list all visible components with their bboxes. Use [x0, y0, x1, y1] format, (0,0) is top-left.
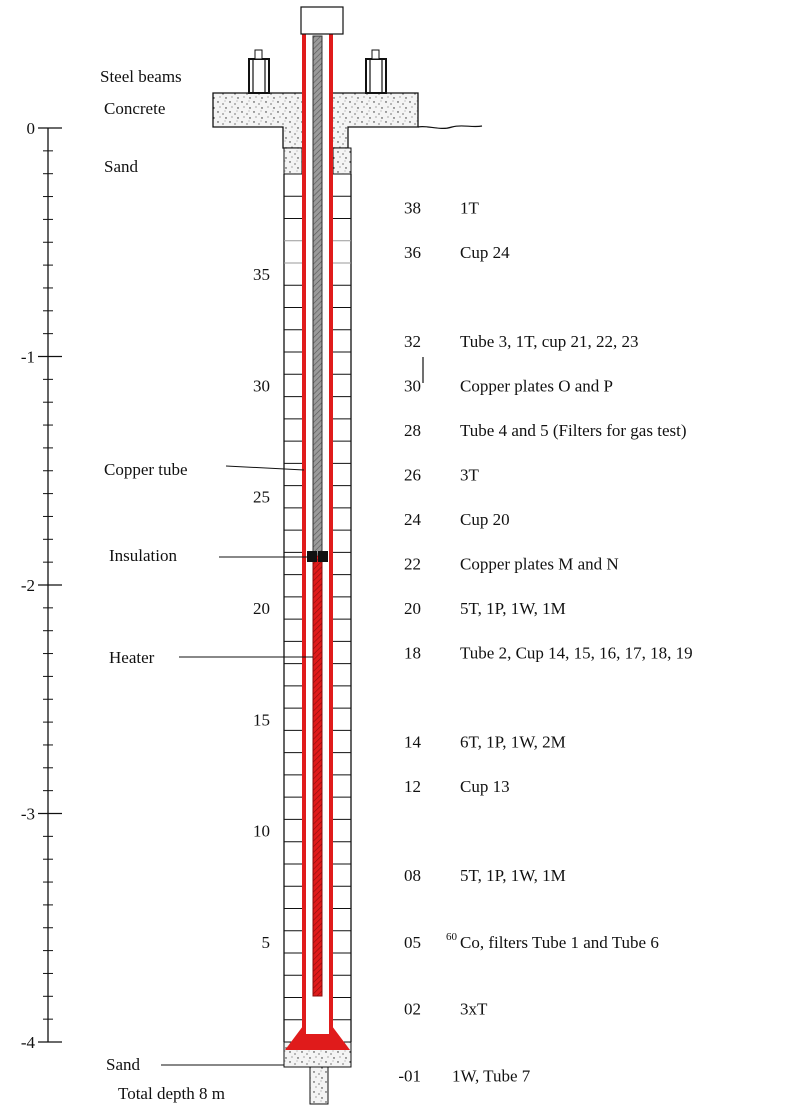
row-description: Tube 4 and 5 (Filters for gas test) [460, 421, 687, 440]
depth-scale-labels: 0 -1 -2 -3 -4 [21, 119, 36, 1052]
label-heater: Heater [109, 648, 155, 667]
row-description: Copper plates O and P [460, 376, 613, 395]
copper-tube [312, 35, 323, 557]
depth-scale: 0 -1 -2 -3 -4 [21, 119, 62, 1052]
block-numbers: 35 30 25 20 15 10 5 [253, 265, 270, 952]
row-block-number: 38 [404, 198, 421, 217]
row-block-number: 36 [404, 243, 421, 262]
row-block-number: 22 [404, 554, 421, 573]
row-block-number: 18 [404, 644, 421, 663]
row-block-number: 05 [404, 933, 421, 952]
row-description: Co, filters Tube 1 and Tube 6 [460, 933, 659, 952]
sand-top-left [283, 147, 303, 175]
row-block-number: 02 [404, 1000, 421, 1019]
heater-foot-right [332, 1026, 350, 1050]
block-number-label: 10 [253, 822, 270, 841]
row-block-number: -01 [398, 1066, 421, 1085]
borehole [283, 173, 352, 1043]
label-total-depth: Total depth 8 m [118, 1084, 225, 1103]
borehole-bottom-extension [309, 1066, 329, 1105]
row-description: 6T, 1P, 1W, 2M [460, 733, 566, 752]
block-number-label: 25 [253, 488, 270, 507]
bentonite-blocks [284, 173, 351, 1043]
label-concrete: Concrete [104, 99, 165, 118]
row-description: Cup 24 [460, 243, 510, 262]
scale-label: 0 [27, 119, 36, 138]
scale-label: -1 [21, 348, 35, 367]
label-copper-tube: Copper tube [104, 460, 188, 479]
scale-label: -4 [21, 1033, 36, 1052]
row-block-number: 32 [404, 332, 421, 351]
row-description: Tube 2, Cup 14, 15, 16, 17, 18, 19 [460, 644, 693, 663]
depth-scale-ticks [38, 127, 62, 1043]
label-sand-bottom: Sand [106, 1055, 141, 1074]
label-insulation: Insulation [109, 546, 177, 565]
row-description: 5T, 1P, 1W, 1M [460, 866, 566, 885]
instrument-table: 38 1T 36 Cup 24 32 Tube 3, 1T, cup 21, 22, 23… [398, 198, 692, 1085]
insulation-block-right [318, 551, 328, 562]
row-description: Cup 13 [460, 777, 510, 796]
row-block-number: 26 [404, 465, 421, 484]
row-description: 1T [460, 198, 480, 217]
row-description: 5T, 1P, 1W, 1M [460, 599, 566, 618]
leader-copper-tube [225, 465, 305, 471]
row-block-number: 12 [404, 777, 421, 796]
block-number-label: 30 [253, 376, 270, 395]
row-block-number: 20 [404, 599, 421, 618]
steel-beam-left [248, 49, 270, 94]
row-block-number: 08 [404, 866, 421, 885]
heater-top-box [300, 6, 344, 35]
row-block-number: 14 [404, 733, 422, 752]
row-description: 3T [460, 465, 480, 484]
row-description: Tube 3, 1T, cup 21, 22, 23 [460, 332, 639, 351]
sand-top-right [332, 147, 352, 175]
insulation-block-left [307, 551, 317, 562]
block-number-label: 5 [262, 933, 271, 952]
scale-label: -2 [21, 576, 35, 595]
label-steel-beams: Steel beams [100, 67, 182, 86]
block-number-label: 20 [253, 599, 270, 618]
ground-surface-line [417, 125, 483, 130]
heater-element [312, 555, 323, 997]
row-block-number: 24 [404, 510, 422, 529]
scale-label: -3 [21, 805, 35, 824]
label-sand-top: Sand [104, 157, 139, 176]
row-block-number: 30 [404, 376, 421, 395]
heater-foot-base [303, 1034, 332, 1050]
row-description: 3xT [460, 1000, 488, 1019]
steel-beam-right [365, 49, 387, 94]
block-number-label: 35 [253, 265, 270, 284]
row-block-number: 28 [404, 421, 421, 440]
heater-foot-left [285, 1026, 303, 1050]
row-description: 1W, Tube 7 [452, 1066, 531, 1085]
row-desc-superscript: 60 [446, 931, 458, 943]
row-description: Cup 20 [460, 510, 510, 529]
block-number-label: 15 [253, 710, 270, 729]
row-description: Copper plates M and N [460, 554, 619, 573]
